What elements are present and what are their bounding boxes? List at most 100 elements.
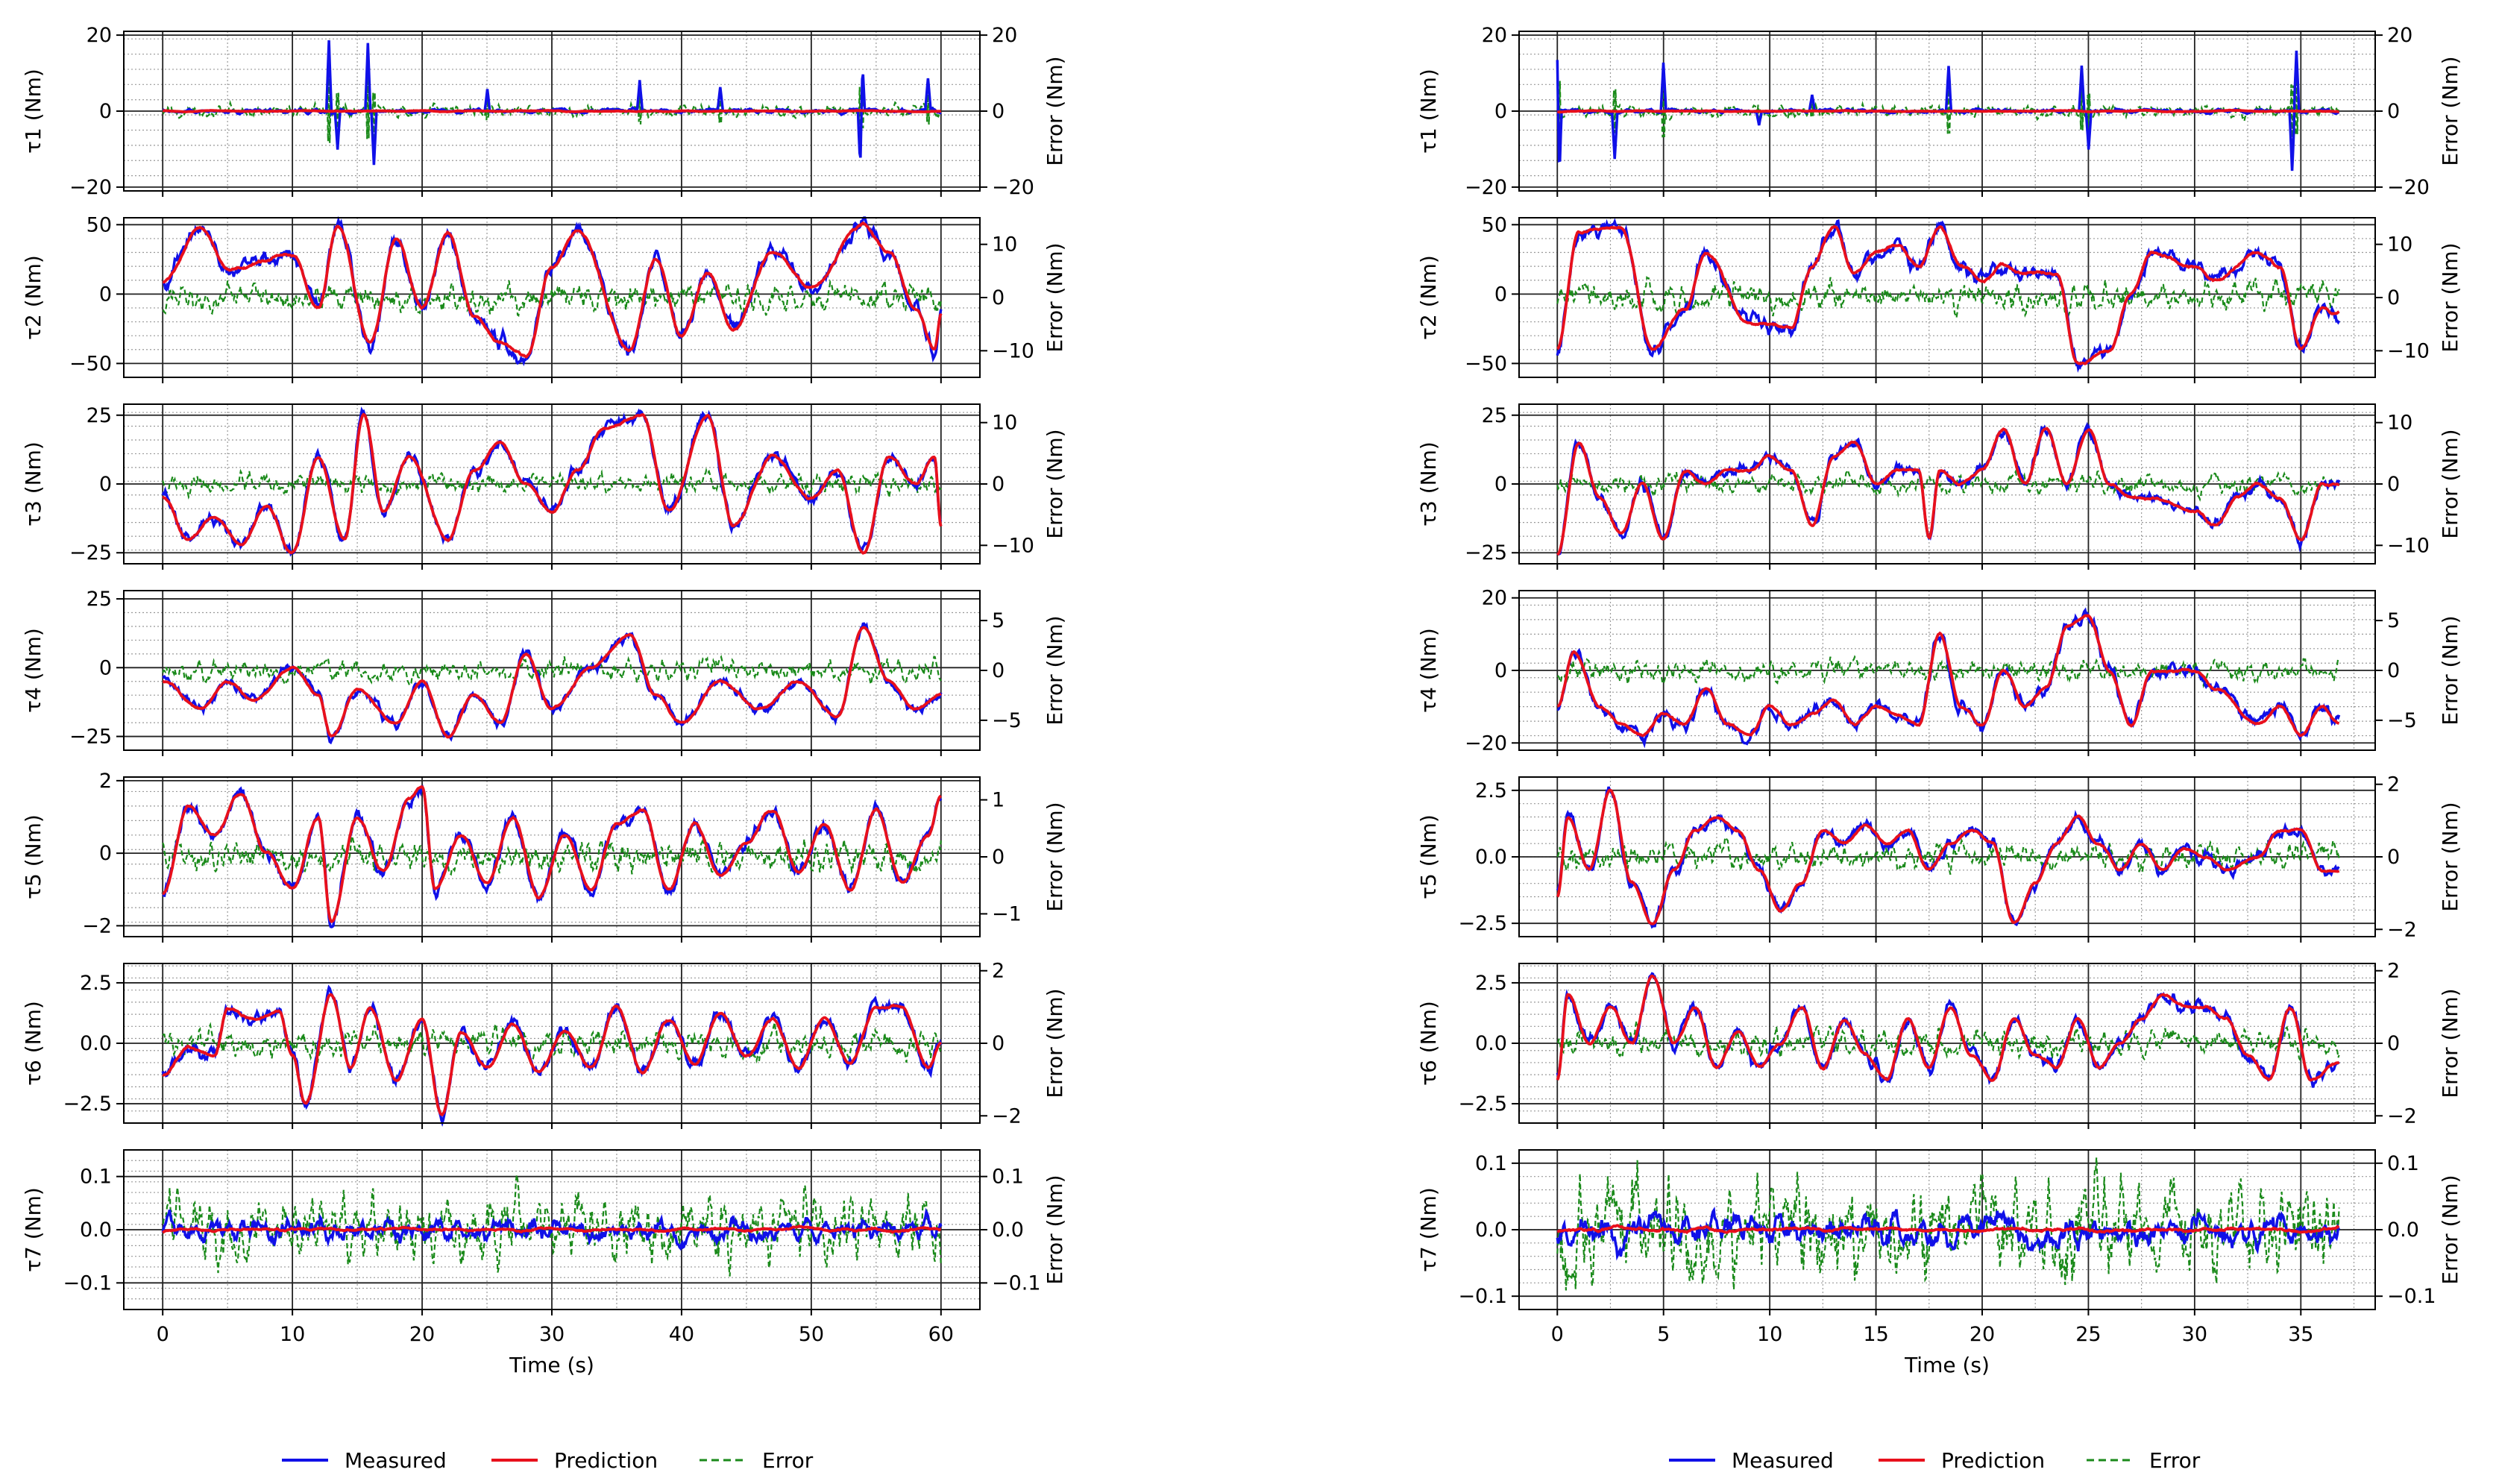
xtick-label: 10 xyxy=(1757,1323,1782,1346)
err-ytick-label: 5 xyxy=(992,609,1005,632)
ytick-label: −20 xyxy=(1465,732,1507,755)
ylabel-right: Error (Nm) xyxy=(2438,429,2462,538)
series-error-line xyxy=(1556,1157,2340,1291)
ytick-label: 0.0 xyxy=(1475,1032,1507,1055)
err-ytick-label: −0.1 xyxy=(992,1271,1041,1295)
ytick-label: 0 xyxy=(1494,283,1507,306)
ytick-label: 0.1 xyxy=(1475,1152,1507,1175)
series-measured-line xyxy=(1556,972,2340,1088)
ylabel-right: Error (Nm) xyxy=(1043,242,1067,352)
series-measured-line xyxy=(1556,421,2341,556)
xtick-label: 35 xyxy=(2288,1323,2313,1346)
ylabel-left: τ1 (Nm) xyxy=(21,69,45,154)
err-ytick-label: 0 xyxy=(2387,846,2400,869)
ytick-label: 0 xyxy=(99,656,112,679)
err-ytick-label: 20 xyxy=(992,24,1017,47)
err-ytick-label: 0 xyxy=(992,1032,1005,1055)
legend-left: Measured Prediction Error xyxy=(282,1448,814,1473)
series-prediction-line xyxy=(1556,1224,2340,1234)
ytick-label: 0 xyxy=(99,100,112,123)
ytick-label: −25 xyxy=(69,726,112,749)
series-prediction-line xyxy=(1556,224,2340,366)
err-ytick-label: −1 xyxy=(992,902,1022,925)
ytick-label: 0 xyxy=(1494,473,1507,496)
ytick-label: −0.1 xyxy=(63,1271,112,1295)
ylabel-left: τ3 (Nm) xyxy=(1416,441,1441,526)
err-ytick-label: 10 xyxy=(992,412,1017,435)
xtick-label: 20 xyxy=(409,1323,435,1346)
legend-measured-label: Measured xyxy=(1732,1448,1834,1473)
ylabel-left: τ7 (Nm) xyxy=(21,1187,45,1272)
series-prediction-line xyxy=(161,1224,941,1234)
ytick-label: 50 xyxy=(87,213,112,236)
ylabel-right: Error (Nm) xyxy=(2438,615,2462,725)
err-ytick-label: 1 xyxy=(992,789,1005,812)
panel-tau4: −20 0 20 −5 0 5 τ4 (Nm) Error (Nm) xyxy=(1416,587,2462,756)
legend-prediction-label: Prediction xyxy=(1941,1448,2045,1473)
ytick-label: −25 xyxy=(1465,541,1507,565)
panel-tau4: −25 0 25 −5 0 5 τ4 (Nm) Error (Nm) xyxy=(21,588,1067,756)
ylabel-right: Error (Nm) xyxy=(1043,615,1067,725)
legend-measured-label: Measured xyxy=(345,1448,447,1473)
panel-tau7: −0.1 0.0 0.1 −0.1 0.0 0.1 τ7 (Nm) Error (Nm) xyxy=(1416,1149,2462,1315)
err-ytick-label: −5 xyxy=(2387,709,2417,732)
ytick-label: 20 xyxy=(1482,24,1507,47)
series-error-line xyxy=(1556,836,2340,875)
panel-tau3: −25 0 25 −10 0 10 τ3 (Nm) Error (Nm) xyxy=(21,403,1067,570)
err-ytick-label: −2 xyxy=(992,1104,1022,1128)
ytick-label: 25 xyxy=(87,588,112,611)
series-prediction-line xyxy=(162,109,942,113)
ytick-label: 25 xyxy=(1482,404,1507,427)
err-ytick-label: 10 xyxy=(2387,233,2412,257)
panel-tau6: −2.5 0.0 2.5 −2 0 2 τ6 (Nm) Error (Nm) xyxy=(21,960,1067,1129)
series-error-line xyxy=(162,1175,942,1277)
series-prediction-line xyxy=(162,626,942,739)
ylabel-left: τ2 (Nm) xyxy=(1416,255,1441,340)
series-error-line xyxy=(162,279,942,317)
ylabel-right: Error (Nm) xyxy=(1043,802,1067,911)
xlabel: Time (s) xyxy=(509,1353,594,1377)
ylabel-left: τ5 (Nm) xyxy=(21,814,45,899)
series-prediction-line xyxy=(162,785,943,923)
ytick-label: 0 xyxy=(99,473,112,496)
xtick-label: 25 xyxy=(2075,1323,2101,1346)
legend-prediction-label: Prediction xyxy=(554,1448,658,1473)
series-error-line xyxy=(1556,275,2340,323)
ytick-label: 0.0 xyxy=(1475,1219,1507,1242)
err-ytick-label: −5 xyxy=(992,709,1022,732)
err-ytick-label: 2 xyxy=(2387,773,2400,796)
err-ytick-label: 0 xyxy=(2387,1032,2400,1055)
ylabel-left: τ5 (Nm) xyxy=(1416,814,1441,899)
series-measured-line xyxy=(1556,607,2341,749)
panel-tau2: −50 0 50 −10 0 10 τ2 (Nm) Error (Nm) xyxy=(1416,213,2462,383)
ytick-label: 0.1 xyxy=(80,1166,112,1189)
err-ytick-label: 0.1 xyxy=(992,1166,1024,1189)
xtick-label: 10 xyxy=(280,1323,305,1346)
ytick-label: 25 xyxy=(87,404,112,427)
err-ytick-label: 0 xyxy=(992,100,1005,123)
ytick-label: 0 xyxy=(1494,659,1507,682)
ylabel-right: Error (Nm) xyxy=(1043,56,1067,166)
ylabel-right: Error (Nm) xyxy=(2438,242,2462,352)
ytick-label: 2.5 xyxy=(80,972,112,995)
panel-tau1: −20 0 20 −20 0 20 τ1 (Nm) Error (Nm) xyxy=(1416,24,2462,199)
err-ytick-label: −2 xyxy=(2387,918,2417,941)
err-ytick-label: 2 xyxy=(2387,960,2400,983)
ytick-label: −50 xyxy=(69,352,112,375)
ylabel-left: τ4 (Nm) xyxy=(1416,628,1441,713)
series-error-line xyxy=(162,655,942,688)
err-ytick-label: −10 xyxy=(2387,339,2430,362)
ytick-label: 0.0 xyxy=(80,1032,112,1055)
ylabel-right: Error (Nm) xyxy=(2438,1175,2462,1284)
err-ytick-label: −10 xyxy=(992,339,1034,362)
xtick-label: 60 xyxy=(928,1323,954,1346)
ytick-label: 0.0 xyxy=(1475,846,1507,869)
ytick-label: 2 xyxy=(99,770,112,793)
err-ytick-label: 0 xyxy=(2387,286,2400,309)
ytick-label: 50 xyxy=(1482,213,1507,236)
series-measured-line xyxy=(1556,1207,2341,1261)
ytick-label: 0 xyxy=(99,283,112,306)
err-ytick-label: −20 xyxy=(2387,176,2430,199)
